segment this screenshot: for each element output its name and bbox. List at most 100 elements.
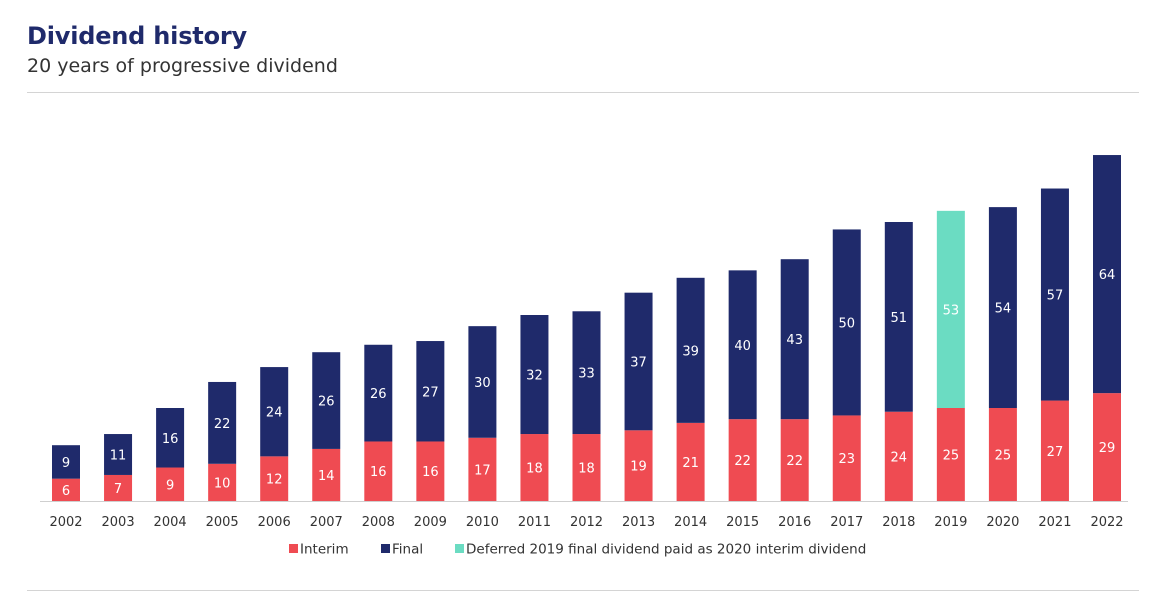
- bar-final-2006: [260, 367, 289, 457]
- bar-final-2004: [156, 408, 185, 468]
- x-tick-label-2018: 2018: [882, 515, 915, 530]
- bar-final-2011: [520, 315, 549, 435]
- data-label-interim-2003: 7: [114, 482, 122, 497]
- data-label-final-2005: 22: [214, 417, 231, 432]
- bar-final-2003: [104, 434, 133, 475]
- legend-label-deferred: Deferred 2019 final dividend paid as 202…: [466, 542, 866, 558]
- data-label-final-2013: 37: [630, 356, 647, 371]
- bar-deferred-2019: [936, 210, 965, 408]
- data-label-final-2007: 26: [318, 395, 335, 410]
- bar-final-2018: [884, 222, 913, 412]
- bar-interim-2009: [416, 441, 445, 501]
- data-label-interim-2020: 25: [995, 449, 1012, 464]
- x-tick-label-2010: 2010: [466, 515, 499, 530]
- data-label-final-2022: 64: [1099, 268, 1116, 283]
- bar-interim-2022: [1093, 393, 1121, 501]
- bar-interim-2005: [208, 463, 237, 501]
- top-divider: [27, 92, 1139, 93]
- x-tick-label-2008: 2008: [362, 515, 395, 530]
- bar-interim-2010: [468, 437, 497, 501]
- data-label-final-2021: 57: [1047, 289, 1064, 304]
- data-label-interim-2013: 19: [630, 460, 647, 475]
- x-tick-label-2022: 2022: [1090, 515, 1123, 530]
- bar-final-2012: [572, 311, 601, 435]
- x-tick-label-2017: 2017: [830, 515, 863, 530]
- legend-label-interim: Interim: [300, 542, 349, 558]
- bar-final-2013: [624, 292, 653, 431]
- data-label-interim-2010: 17: [474, 463, 491, 478]
- bar-interim-2011: [520, 434, 549, 501]
- bar-final-2020: [988, 207, 1017, 408]
- data-label-interim-2002: 6: [62, 484, 70, 499]
- x-tick-label-2020: 2020: [986, 515, 1019, 530]
- data-label-final-2016: 43: [786, 333, 803, 348]
- bar-interim-2006: [260, 456, 289, 501]
- bar-interim-2013: [624, 430, 653, 501]
- chart-subtitle: 20 years of progressive dividend: [27, 55, 338, 77]
- x-tick-label-2015: 2015: [726, 515, 759, 530]
- x-tick-label-2011: 2011: [518, 515, 551, 530]
- bar-final-2014: [676, 277, 705, 423]
- bottom-divider: [27, 590, 1139, 591]
- bar-interim-2002: [52, 478, 80, 501]
- data-label-interim-2012: 18: [578, 462, 595, 477]
- bar-interim-2019: [936, 408, 965, 501]
- data-label-interim-2008: 16: [370, 465, 387, 480]
- x-tick-label-2019: 2019: [934, 515, 967, 530]
- legend-swatch-deferred: [455, 544, 464, 553]
- bar-interim-2012: [572, 434, 601, 501]
- bar-final-2022: [1093, 155, 1121, 394]
- bar-interim-2016: [780, 419, 809, 501]
- data-label-interim-2017: 23: [838, 452, 855, 467]
- bar-interim-2021: [1040, 400, 1069, 501]
- data-label-final-2017: 50: [838, 316, 855, 331]
- data-label-interim-2021: 27: [1047, 445, 1064, 460]
- bar-interim-2004: [156, 467, 185, 501]
- bar-final-2015: [728, 270, 757, 420]
- data-label-final-2012: 33: [578, 367, 595, 382]
- data-label-interim-2004: 9: [166, 478, 174, 493]
- bar-final-2008: [364, 344, 393, 442]
- bar-final-2010: [468, 326, 497, 438]
- data-label-interim-2019: 25: [943, 449, 960, 464]
- legend-label-final: Final: [392, 542, 423, 558]
- data-label-final-2006: 24: [266, 406, 283, 421]
- data-label-final-2008: 26: [370, 387, 387, 402]
- data-label-interim-2018: 24: [891, 450, 908, 465]
- bar-interim-2008: [364, 441, 393, 501]
- x-tick-label-2006: 2006: [258, 515, 291, 530]
- bar-interim-2003: [104, 474, 133, 501]
- legend-swatch-final: [381, 544, 390, 553]
- x-tick-label-2009: 2009: [414, 515, 447, 530]
- bar-final-2007: [312, 352, 341, 449]
- legend-swatch-interim: [289, 544, 298, 553]
- data-label-final-2003: 11: [110, 449, 127, 464]
- bar-final-2009: [416, 341, 445, 442]
- x-tick-label-2021: 2021: [1038, 515, 1071, 530]
- x-tick-label-2014: 2014: [674, 515, 707, 530]
- x-tick-label-2005: 2005: [206, 515, 239, 530]
- data-label-final-2011: 32: [526, 369, 543, 384]
- bar-interim-2018: [884, 411, 913, 501]
- data-label-final-2009: 27: [422, 385, 439, 400]
- data-label-interim-2022: 29: [1099, 441, 1116, 456]
- x-tick-label-2013: 2013: [622, 515, 655, 530]
- data-label-final-2004: 16: [162, 432, 179, 447]
- x-tick-label-2002: 2002: [49, 515, 82, 530]
- bar-final-2005: [208, 381, 237, 464]
- bar-final-2016: [780, 259, 809, 420]
- data-label-final-2015: 40: [734, 339, 751, 354]
- bar-interim-2017: [832, 415, 861, 501]
- data-label-interim-2007: 14: [318, 469, 335, 484]
- x-tick-label-2004: 2004: [154, 515, 187, 530]
- data-label-final-2018: 51: [891, 311, 908, 326]
- x-tick-label-2012: 2012: [570, 515, 603, 530]
- bar-final-2017: [832, 229, 861, 416]
- data-label-interim-2009: 16: [422, 465, 439, 480]
- bar-final-2021: [1040, 188, 1069, 401]
- bar-interim-2014: [676, 422, 705, 501]
- data-label-final-2002: 9: [62, 456, 70, 471]
- bar-interim-2020: [988, 408, 1017, 501]
- data-label-interim-2016: 22: [786, 454, 803, 469]
